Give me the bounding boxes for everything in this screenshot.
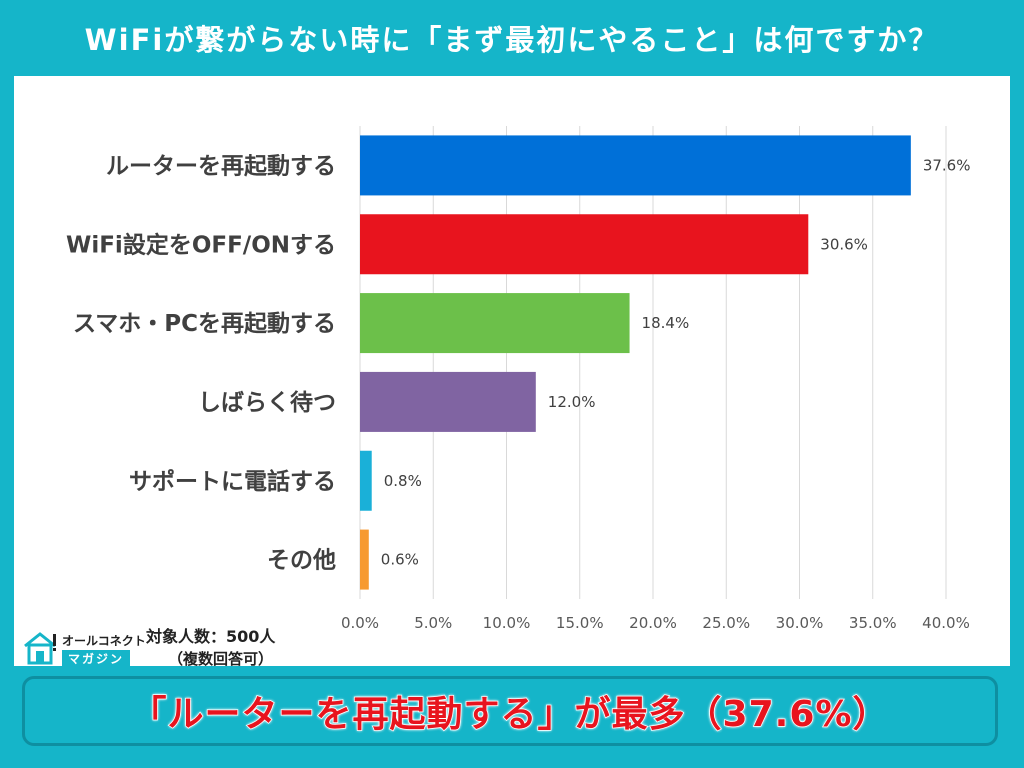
sample-size: 対象人数：500人 (146, 627, 276, 646)
category-label: WiFi設定をOFF/ONする (66, 231, 336, 258)
x-tick-label: 20.0% (629, 614, 677, 632)
chart-panel: 0.0% 5.0% 10.0% 15.0% 20.0% 25.0% 30.0% 35.0% 40… (14, 76, 1010, 668)
multiple-answer-note: （複数回答可） (168, 650, 274, 668)
bar-chart: 0.0% 5.0% 10.0% 15.0% 20.0% 25.0% 30.0% 35.0% 40… (66, 126, 971, 632)
data-label: 37.6% (923, 156, 971, 174)
data-label: 18.4% (642, 314, 690, 332)
x-tick-label: 40.0% (922, 614, 970, 632)
bar (360, 293, 630, 354)
x-tick-label: 15.0% (556, 614, 604, 632)
bar (360, 135, 911, 196)
bar (360, 529, 369, 590)
survey-info: 対象人数：500人 （複数回答可） (146, 626, 275, 670)
x-tick-label: 35.0% (849, 614, 897, 632)
house-icon (24, 632, 56, 665)
x-tick-label: 5.0% (414, 614, 452, 632)
category-label: その他 (267, 548, 336, 574)
data-label: 30.6% (820, 235, 868, 253)
brand-logo: オールコネクト マガジン (22, 630, 146, 667)
chart-title: WiFiが繋がらない時に「まず最初にやること」は何ですか？ (84, 23, 940, 57)
category-label: しばらく待つ (198, 389, 336, 416)
x-tick-label: 30.0% (776, 614, 824, 632)
x-tick-label: 0.0% (341, 614, 379, 632)
category-label: スマホ・PCを再起動する (73, 311, 336, 337)
conclusion-text: 「ルーターを再起動する」が最多（37.6%） (130, 693, 890, 736)
bar (360, 214, 809, 275)
x-tick-label: 25.0% (702, 614, 750, 632)
bar (360, 371, 536, 432)
logo-name: オールコネクト (62, 634, 146, 648)
data-label: 0.8% (384, 472, 422, 490)
logo-subname: マガジン (62, 650, 131, 667)
bar (360, 450, 372, 511)
category-label: ルーターを再起動する (106, 153, 336, 179)
x-tick-label: 10.0% (483, 614, 531, 632)
data-label: 0.6% (381, 551, 419, 569)
category-label: サポートに電話する (129, 468, 336, 495)
data-label: 12.0% (548, 393, 596, 411)
conclusion-banner: 「ルーターを再起動する」が最多（37.6%） (22, 676, 998, 746)
